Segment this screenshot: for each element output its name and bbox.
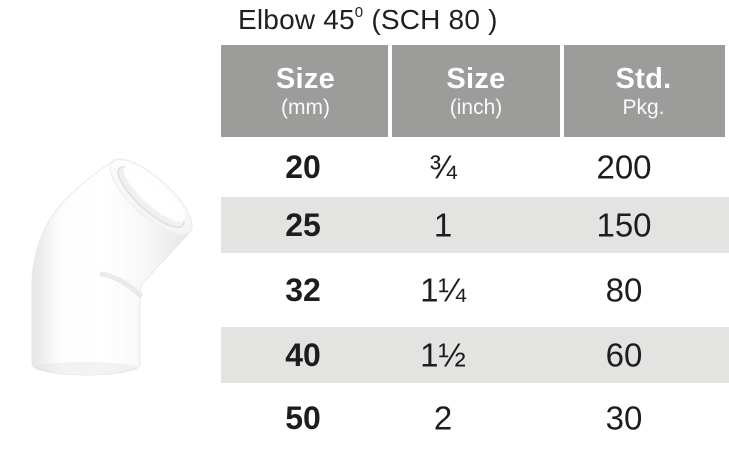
cell-std-pkg: 150 [596,206,652,244]
cell-size-mm: 20 [285,149,321,185]
elbow-bottom-shade [34,362,138,374]
elbow-fitting-image [31,158,193,376]
header-cell-size-inch: Size (inch) [390,45,562,137]
header-pkg-label: Pkg. [622,95,665,119]
table-row: 20 ¾ 200 [221,137,729,197]
table-row: 50 2 30 [221,383,729,452]
cell-size-mm: 25 [285,207,321,243]
cell-size-inch: 1½ [420,336,466,374]
header-size-inch-label: Size [446,62,506,95]
cell-std-pkg: 60 [605,336,643,374]
header-size-mm-label: Size [275,62,336,95]
header-column-divider [388,45,392,137]
spec-table-header: Size (mm) Size (inch) Std. Pkg. [221,45,725,137]
header-cell-size-mm: Size (mm) [221,45,390,137]
cell-size-inch: 2 [433,399,453,436]
elbow-opening-highlight [123,165,186,222]
page-title-superscript: 0 [354,3,364,21]
page-title-main: Elbow 45 [238,4,355,35]
header-std-label: Std. [615,62,672,95]
cell-size-mm: 40 [285,337,321,373]
cell-std-pkg: 200 [596,148,652,186]
table-row: 40 1½ 60 [221,327,729,383]
header-size-mm-unit: (mm) [281,95,330,119]
cell-std-pkg: 30 [605,399,643,436]
cell-size-inch: 1 [433,206,453,244]
header-column-divider [560,45,564,137]
spec-table-body: 20 ¾ 200 25 1 150 32 1¼ 80 40 1½ 60 50 2… [221,137,729,452]
cell-std-pkg: 80 [605,271,643,309]
cell-size-mm: 50 [285,399,321,436]
table-row: 32 1¼ 80 [221,253,729,327]
cell-size-inch: ¾ [429,148,457,186]
cell-size-inch: 1¼ [420,271,466,309]
header-size-inch-unit: (inch) [449,95,503,119]
cell-size-mm: 32 [285,272,321,308]
header-cell-std-pkg: Std. Pkg. [562,45,725,137]
elbow-crease-shadow [99,271,143,298]
table-row: 25 1 150 [221,197,729,253]
page-title-rest: (SCH 80 ) [363,4,498,35]
page-title: Elbow 450 (SCH 80 ) [238,3,498,36]
